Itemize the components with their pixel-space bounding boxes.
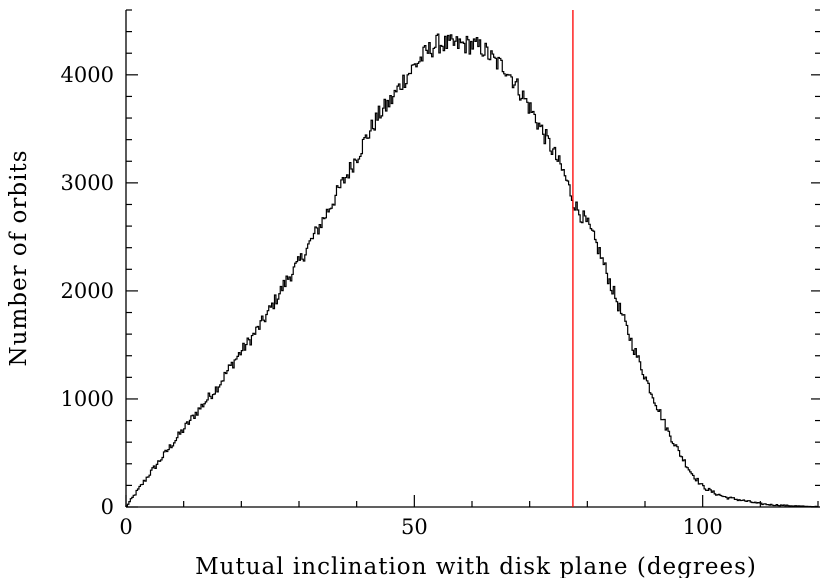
y-tick-label: 0: [101, 495, 114, 519]
y-tick-label: 2000: [61, 279, 114, 303]
plot-frame: [125, 10, 820, 508]
x-tick-label: 100: [683, 515, 723, 539]
y-axis-title: Number of orbits: [6, 149, 32, 366]
y-tick-label: 4000: [61, 63, 114, 87]
x-axis-title: Mutual inclination with disk plane (degr…: [195, 554, 757, 578]
ticks: [125, 9, 820, 508]
histogram-line: [125, 33, 818, 508]
x-tick-label: 0: [119, 515, 132, 539]
y-tick-label: 1000: [61, 387, 114, 411]
x-tick-label: 50: [401, 515, 428, 539]
y-tick-label: 3000: [61, 171, 114, 195]
